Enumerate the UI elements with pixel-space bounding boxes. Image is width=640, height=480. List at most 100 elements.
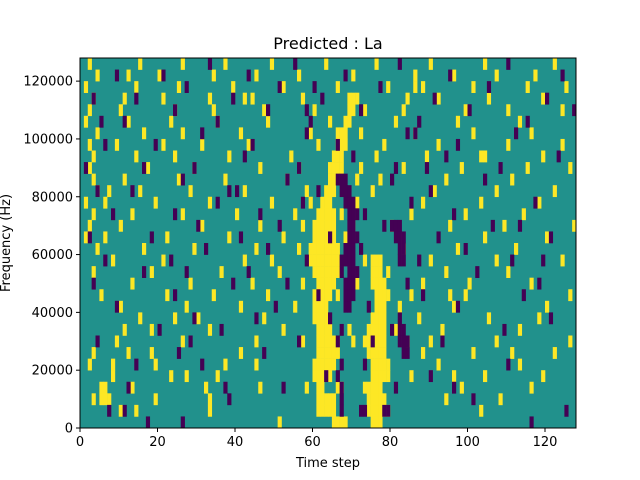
heatmap-cell-low — [335, 173, 340, 186]
heatmap-cell-high — [312, 104, 317, 117]
heatmap-cell-high — [483, 231, 488, 244]
heatmap-cell-low — [405, 277, 410, 290]
heatmap-cell-high — [459, 381, 464, 394]
heatmap-cell-high — [308, 196, 313, 209]
heatmap-cell-low — [506, 58, 511, 70]
heatmap-cell-low — [339, 404, 344, 417]
heatmap-cell-high — [560, 104, 565, 117]
heatmap-cell-low — [157, 323, 162, 336]
heatmap-cell-high — [293, 300, 298, 313]
heatmap-cell-low — [448, 69, 453, 82]
heatmap-cell-low — [250, 138, 255, 151]
heatmap-cell-high — [374, 393, 379, 406]
x-tick-label: 0 — [76, 435, 84, 450]
heatmap-cell-high — [250, 277, 255, 290]
heatmap-cell-low — [173, 289, 178, 302]
heatmap-cell-high — [417, 312, 422, 325]
heatmap-cell-low — [455, 138, 461, 151]
heatmap-cell-high — [331, 162, 337, 174]
heatmap-cell-low — [506, 358, 511, 371]
heatmap-cell-low — [103, 138, 108, 151]
heatmap-cell-high — [339, 208, 344, 221]
heatmap-cell-high — [258, 381, 263, 394]
heatmap-cell-low — [347, 208, 352, 221]
heatmap-cell-high — [161, 254, 166, 267]
heatmap-cell-high — [281, 323, 286, 336]
heatmap-cell-low — [359, 243, 364, 255]
heatmap-cell-high — [529, 127, 534, 140]
heatmap-cell-high — [320, 312, 325, 325]
heatmap-cell-high — [382, 370, 387, 383]
x-tick-label: 40 — [227, 435, 244, 450]
heatmap-cell-low — [529, 416, 534, 429]
heatmap-cell-high — [382, 300, 387, 313]
heatmap-cell-low — [297, 162, 302, 174]
heatmap-cell-high — [246, 138, 251, 151]
heatmap-cell-low — [258, 208, 263, 221]
heatmap-cell-high — [320, 370, 325, 383]
heatmap-cell-low — [537, 277, 542, 290]
heatmap-cell-high — [421, 81, 426, 93]
heatmap-cell-high — [382, 138, 387, 151]
heatmap-cell-high — [370, 347, 375, 359]
heatmap-cell-high — [366, 347, 371, 359]
heatmap-cell-high — [421, 347, 426, 359]
heatmap-cell-high — [114, 138, 120, 151]
heatmap-cell-high — [320, 404, 325, 417]
heatmap-cell-high — [331, 416, 337, 429]
heatmap-cell-high — [320, 323, 325, 336]
heatmap-cell-low — [417, 115, 422, 128]
heatmap-cell-high — [219, 266, 224, 278]
x-tick-label: 60 — [304, 435, 321, 450]
heatmap-cell-low — [339, 185, 344, 198]
y-tick-label: 40000 — [32, 306, 73, 321]
heatmap-cell-low — [142, 162, 147, 174]
heatmap-cell-high — [316, 404, 321, 417]
heatmap-cell-low — [397, 231, 402, 244]
heatmap-cell-high — [471, 347, 476, 359]
heatmap-cell-high — [382, 358, 387, 371]
heatmap-cell-low — [95, 335, 100, 348]
heatmap-cell-low — [173, 208, 178, 221]
heatmap-cell-low — [343, 277, 348, 290]
heatmap-cell-high — [506, 138, 511, 151]
heatmap-cell-high — [370, 323, 375, 336]
heatmap-cell-high — [262, 312, 267, 325]
heatmap-cell-high — [494, 254, 499, 267]
y-axis-label: Frequency (Hz) — [0, 194, 14, 292]
heatmap-cell-high — [502, 219, 507, 232]
heatmap-cell-high — [207, 92, 213, 105]
heatmap-cell-high — [308, 243, 313, 255]
heatmap-cell-high — [176, 81, 182, 93]
heatmap-cell-high — [428, 254, 433, 267]
heatmap-cell-high — [355, 277, 360, 290]
heatmap-cell-low — [122, 115, 127, 128]
heatmap-cell-high — [207, 323, 213, 336]
heatmap-cell-high — [525, 81, 530, 93]
heatmap-cell-high — [382, 277, 387, 290]
heatmap-cell-high — [114, 335, 120, 348]
heatmap-cell-low — [355, 208, 360, 221]
heatmap-cell-high — [176, 173, 182, 186]
heatmap-cell-high — [316, 219, 321, 232]
heatmap-cell-high — [541, 370, 546, 383]
heatmap-cell-high — [374, 58, 379, 70]
heatmap-cell-high — [545, 231, 550, 244]
heatmap-cell-high — [452, 370, 457, 383]
heatmap-cell-high — [444, 173, 449, 186]
heatmap-cell-high — [552, 185, 557, 198]
heatmap-cell-high — [370, 277, 375, 290]
heatmap-cell-high — [328, 335, 333, 348]
heatmap-cell-low — [355, 231, 360, 244]
heatmap-cell-high — [308, 127, 313, 140]
heatmap-cell-low — [231, 277, 236, 290]
heatmap-cell-high — [269, 58, 275, 70]
heatmap-cell-high — [328, 323, 333, 336]
heatmap-cell-low — [572, 104, 577, 117]
heatmap-cell-high — [335, 162, 340, 174]
heatmap-cell-high — [254, 69, 259, 82]
heatmap-cell-low — [397, 254, 402, 267]
heatmap-cell-high — [378, 370, 383, 383]
heatmap-cell-high — [521, 208, 526, 221]
heatmap-cell-low — [347, 231, 352, 244]
